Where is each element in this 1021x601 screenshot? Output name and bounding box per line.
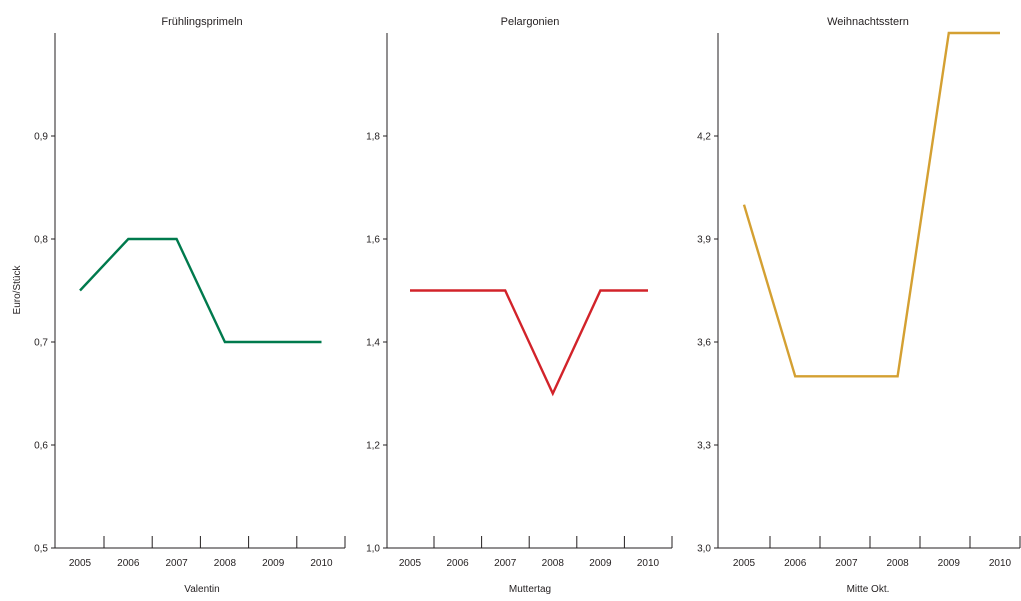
y-tick-label: 3,6 (697, 338, 711, 349)
y-axis-label: Euro/Stück (12, 265, 23, 315)
y-tick-label: 0,5 (34, 544, 48, 555)
x-tick-label: 2005 (399, 558, 422, 569)
x-tick-label: 2008 (214, 558, 237, 569)
y-tick-label: 1,4 (366, 338, 380, 349)
y-tick-label: 1,2 (366, 441, 380, 452)
x-tick-label: 2008 (542, 558, 565, 569)
x-tick-label: 2010 (989, 558, 1012, 569)
x-tick-label: 2005 (733, 558, 756, 569)
y-tick-label: 3,3 (697, 441, 711, 452)
y-tick-label: 1,6 (366, 235, 380, 246)
y-tick-label: 4,2 (697, 132, 711, 143)
x-tick-label: 2006 (784, 558, 807, 569)
x-tick-label: 2009 (589, 558, 612, 569)
x-tick-label: 2007 (165, 558, 188, 569)
x-tick-label: 2010 (310, 558, 333, 569)
x-tick-label: 2010 (637, 558, 660, 569)
x-tick-label: 2008 (886, 558, 909, 569)
x-tick-label: 2006 (446, 558, 469, 569)
series-line (410, 291, 648, 394)
series-line (744, 33, 1000, 376)
y-tick-label: 0,9 (34, 132, 48, 143)
chart-title: Frühlingsprimeln (161, 16, 242, 28)
x-axis-label: Valentin (184, 584, 219, 595)
y-tick-label: 1,0 (366, 544, 380, 555)
chart-title: Pelargonien (501, 16, 560, 28)
y-tick-label: 1,8 (366, 132, 380, 143)
x-tick-label: 2009 (262, 558, 285, 569)
chart-title: Weihnachtsstern (827, 16, 909, 28)
y-tick-label: 0,7 (34, 338, 48, 349)
x-tick-label: 2007 (835, 558, 858, 569)
x-tick-label: 2009 (938, 558, 961, 569)
y-tick-label: 3,9 (697, 235, 711, 246)
x-axis-label: Mitte Okt. (847, 584, 890, 595)
x-tick-label: 2006 (117, 558, 140, 569)
x-axis-label: Muttertag (509, 584, 551, 595)
x-tick-label: 2007 (494, 558, 517, 569)
y-tick-label: 0,6 (34, 441, 48, 452)
series-line (80, 239, 322, 342)
y-tick-label: 3,0 (697, 544, 711, 555)
y-tick-label: 0,8 (34, 235, 48, 246)
x-tick-label: 2005 (69, 558, 92, 569)
